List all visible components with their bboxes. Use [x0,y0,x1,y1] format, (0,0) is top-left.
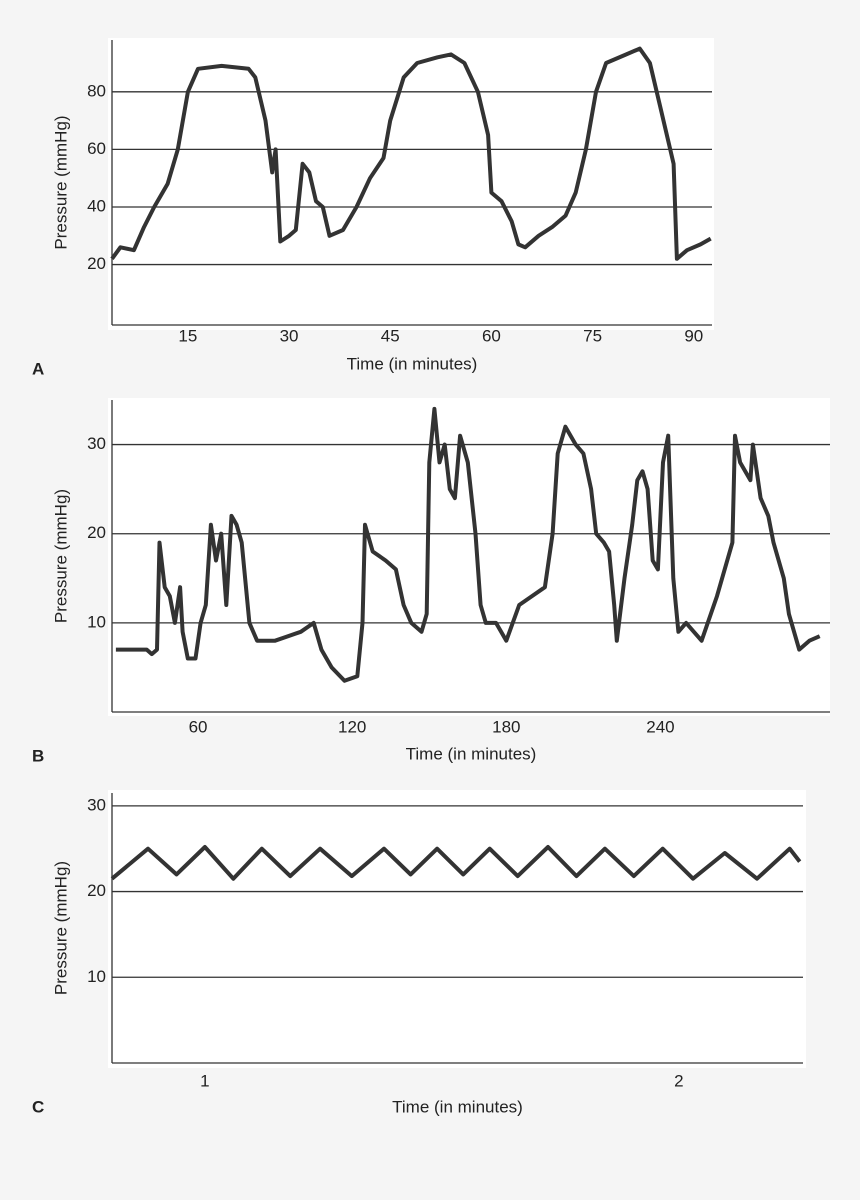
x-tick-label: 240 [646,717,674,736]
y-axis-label: Pressure (mmHg) [51,115,70,249]
x-axis-label: Time (in minutes) [392,1097,523,1116]
plot-background [108,38,714,330]
y-tick-label: 60 [87,139,106,158]
x-axis-label: Time (in minutes) [406,744,537,763]
x-tick-label: 90 [684,326,703,345]
panel-letter: A [32,359,44,378]
pressure-trace [115,406,821,683]
x-tick-label: 75 [583,326,602,345]
x-tick-label: 45 [381,326,400,345]
x-axis-label: Time (in minutes) [347,354,478,373]
x-tick-label: 1 [200,1071,209,1090]
x-tick-label: 2 [674,1071,683,1090]
pressure-trace [110,845,802,881]
y-tick-label: 20 [87,523,106,542]
x-tick-label: 180 [492,717,520,736]
plot-background [108,790,806,1068]
y-axis-label: Pressure (mmHg) [51,489,70,623]
y-tick-label: 30 [87,795,106,814]
y-tick-label: 10 [87,967,106,986]
y-tick-label: 40 [87,196,106,215]
panel-letter: C [32,1097,44,1116]
x-tick-label: 60 [482,326,501,345]
y-tick-label: 10 [87,612,106,631]
x-tick-label: 15 [178,326,197,345]
pressure-trace [110,46,712,261]
panel-letter: B [32,746,44,765]
x-tick-label: 120 [338,717,366,736]
y-tick-label: 20 [87,881,106,900]
x-tick-label: 30 [280,326,299,345]
y-axis-label: Pressure (mmHg) [51,861,70,995]
y-tick-label: 20 [87,254,106,273]
x-tick-label: 60 [189,717,208,736]
y-tick-label: 80 [87,81,106,100]
y-tick-label: 30 [87,434,106,453]
